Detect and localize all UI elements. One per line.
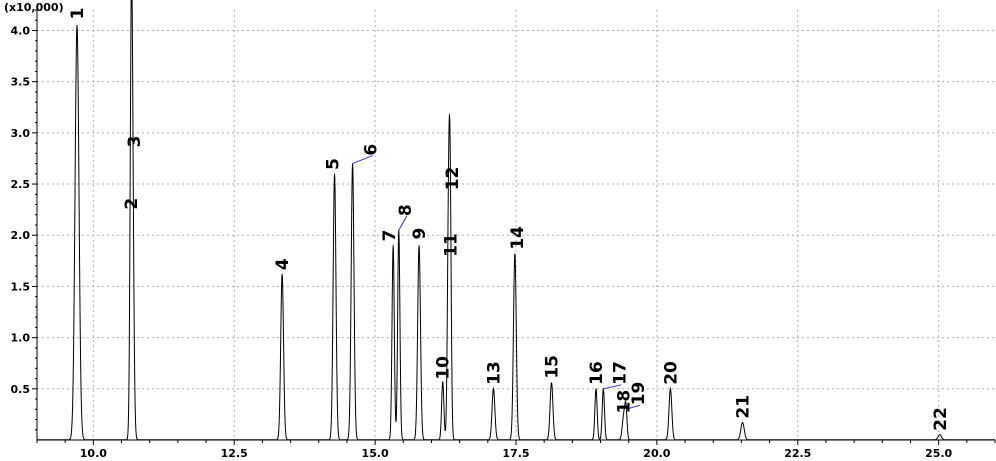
x-axis-ticks: 10.0 12.5 15.0 17.5 20.0 22.5 25.0 [36,440,996,460]
x-tick-label: 22.5 [784,447,811,460]
peak-label-21: 21 [734,395,754,419]
peak-label-22: 22 [931,407,951,431]
peak-label-19: 19 [629,382,649,406]
peak-label-10: 10 [434,356,454,380]
peak-label-16: 16 [587,361,607,385]
peak-label-20: 20 [661,361,681,385]
peak-label-1: 1 [68,8,88,20]
y-tick-label: 3.0 [11,127,31,140]
peak-label-6: 6 [362,144,382,156]
peak-annotation-lines [352,155,641,410]
peak-label-4: 4 [273,258,293,270]
peak-label-15: 15 [543,355,563,379]
y-tick-label: 2.0 [11,229,31,242]
y-tick-label: 0.5 [11,383,31,396]
peak-label-5: 5 [324,158,344,170]
x-tick-label: 12.5 [221,447,248,460]
x-tick-label: 15.0 [362,447,389,460]
y-tick-label: 3.5 [11,76,31,89]
peak-label-11: 11 [441,233,461,257]
peak-label-9: 9 [410,228,430,240]
peak-label-12: 12 [443,167,463,191]
x-tick-label: 17.5 [502,447,529,460]
y-axis-ticks: 0.5 1.0 1.5 2.0 2.5 3.0 3.5 4.0 [11,9,37,431]
peak-label-18: 18 [615,390,635,414]
grid-lines [37,10,995,440]
peak-label-2: 2 [122,198,142,210]
x-tick-label: 10.0 [80,447,107,460]
peak-annotation-line [625,404,641,410]
y-tick-label: 1.5 [11,280,31,293]
x-tick-label: 25.0 [925,447,952,460]
peak-label-8: 8 [396,204,416,216]
peak-label-14: 14 [508,226,528,250]
y-tick-label: 4.0 [11,24,31,37]
peak-annotation-line [603,384,622,390]
peak-label-13: 13 [484,361,504,385]
peak-label-3: 3 [125,135,145,147]
peak-annotation-line [352,155,373,165]
y-axis-multiplier-label: (x10,000) [4,1,64,14]
peak-label-17: 17 [610,361,630,385]
x-tick-label: 20.0 [643,447,670,460]
y-tick-label: 2.5 [11,178,31,191]
y-tick-label: 1.0 [11,332,31,345]
chromatogram-trace [37,0,995,441]
peak-annotation-line [398,215,408,231]
peak-label-7: 7 [380,230,400,242]
